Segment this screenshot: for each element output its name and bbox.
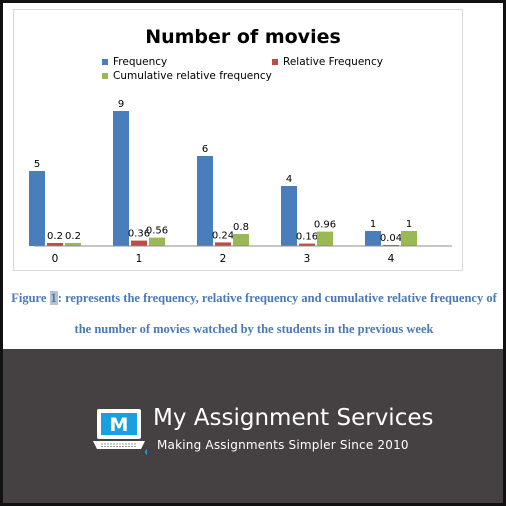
figure-caption: Figure 1: represents the frequency, rela…	[11, 283, 497, 345]
brand-name: My Assignment Services	[153, 405, 434, 431]
bar-relative-frequency-2	[215, 242, 231, 246]
x-tick-label-3: 3	[304, 253, 311, 265]
brand-footer: M My Assignment Services Making Assignme…	[3, 349, 503, 503]
chart-title: Number of movies	[145, 26, 341, 48]
x-tick-label-2: 2	[220, 253, 227, 265]
caption-line-1: Figure 1: represents the frequency, rela…	[11, 283, 497, 314]
x-tick-label-4: 4	[388, 253, 395, 265]
bar-cumulative-relative-frequency-4	[401, 231, 417, 246]
legend-label-cumulative-relative-frequency: Cumulative relative frequency	[113, 70, 272, 82]
data-label-frequency-0: 5	[34, 159, 40, 170]
data-label-frequency-3: 4	[286, 174, 292, 185]
data-label-relative-frequency-1: 0.36	[128, 229, 150, 240]
legend-swatch-cumulative-relative-frequency	[102, 73, 108, 79]
bar-frequency-2	[197, 156, 213, 246]
data-label-cumulative-relative-frequency-1: 0.56	[146, 226, 168, 237]
data-label-relative-frequency-2: 0.24	[212, 230, 234, 241]
data-label-frequency-1: 9	[118, 99, 124, 110]
bar-cumulative-relative-frequency-2	[233, 234, 249, 246]
bar-frequency-1	[113, 111, 129, 246]
bar-frequency-3	[281, 186, 297, 246]
laptop-logo-icon: M	[93, 409, 147, 455]
logo-letter: M	[110, 414, 129, 436]
bar-relative-frequency-3	[299, 243, 315, 246]
caption-line-2: the number of movies watched by the stud…	[74, 322, 434, 336]
chart-bars: 5 0.2 0.2 9 0.360.56 6 0.240.8 4 0.160.96 1 0.04 1	[29, 99, 417, 246]
chart-legend: Frequency Relative Frequency Cumulative re…	[102, 56, 383, 82]
bar-chart: Number of movies Frequency Relative Frequ…	[29, 26, 452, 265]
legend-swatch-frequency	[102, 59, 108, 65]
data-label-relative-frequency-0: 0.2	[47, 231, 63, 242]
data-label-cumulative-relative-frequency-4: 1	[406, 219, 412, 230]
data-label-cumulative-relative-frequency-0: 0.2	[65, 231, 81, 242]
bar-cumulative-relative-frequency-3	[317, 231, 333, 246]
x-tick-label-1: 1	[136, 253, 143, 265]
legend-label-relative-frequency: Relative Frequency	[283, 56, 383, 68]
legend-label-frequency: Frequency	[113, 56, 167, 68]
x-tick-labels: 0 1 2 3 4	[52, 253, 395, 265]
bar-cumulative-relative-frequency-0	[65, 243, 81, 246]
caption-line-1-text: : represents the frequency, relative fre…	[57, 291, 497, 305]
bar-frequency-0	[29, 171, 45, 246]
x-tick-label-0: 0	[52, 253, 59, 265]
data-label-frequency-2: 6	[202, 144, 208, 155]
bar-cumulative-relative-frequency-1	[149, 237, 165, 246]
bar-relative-frequency-0	[47, 243, 63, 246]
data-label-cumulative-relative-frequency-3: 0.96	[314, 220, 336, 231]
bar-frequency-4	[365, 231, 381, 246]
caption-figure-number: 1	[49, 291, 58, 305]
data-label-frequency-4: 1	[370, 219, 376, 230]
legend-swatch-relative-frequency	[272, 59, 278, 65]
brand-tagline: Making Assignments Simpler Since 2010	[157, 438, 409, 452]
data-label-relative-frequency-3: 0.16	[296, 232, 318, 243]
chart-container: Number of movies Frequency Relative Frequ…	[13, 9, 463, 271]
data-label-cumulative-relative-frequency-2: 0.8	[233, 222, 249, 233]
data-label-relative-frequency-4: 0.04	[380, 233, 402, 244]
caption-prefix: Figure	[11, 291, 50, 305]
bar-relative-frequency-1	[131, 240, 147, 246]
